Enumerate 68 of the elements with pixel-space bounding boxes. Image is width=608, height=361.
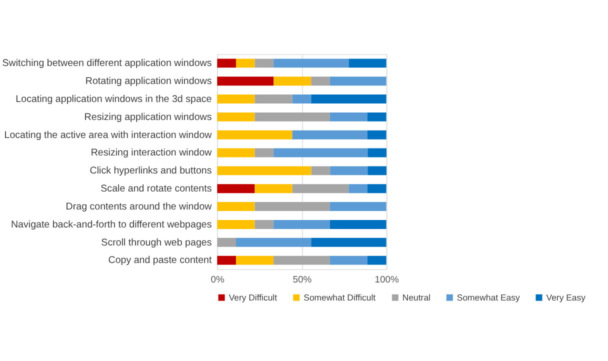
y-tick-label: Copy and paste content bbox=[108, 255, 212, 266]
bar bbox=[217, 148, 255, 158]
y-tick-label: Drag contents around the window bbox=[66, 201, 213, 212]
bar bbox=[274, 256, 330, 265]
bar bbox=[368, 148, 386, 158]
bar bbox=[236, 256, 274, 265]
bar bbox=[254, 184, 292, 194]
y-tick-label: Scale and rotate contents bbox=[100, 184, 212, 195]
bar bbox=[236, 58, 255, 68]
y-tick-label: Scroll through web pages bbox=[101, 237, 212, 248]
bar bbox=[348, 184, 368, 194]
bar bbox=[311, 94, 386, 104]
bar bbox=[217, 256, 236, 265]
bar bbox=[217, 202, 255, 212]
bar bbox=[330, 256, 368, 265]
bar bbox=[254, 94, 292, 104]
legend-label: Very Easy bbox=[546, 292, 586, 302]
y-tick-label: Navigate back-and-forth to different webpages bbox=[10, 219, 212, 230]
y-tick-label: Locating the active area with interaction window bbox=[4, 130, 213, 141]
bar bbox=[311, 76, 330, 86]
x-tick-label: 50% bbox=[292, 274, 312, 286]
bar bbox=[292, 184, 349, 194]
legend-label: Somewhat Easy bbox=[456, 292, 520, 302]
bar bbox=[254, 148, 274, 158]
bar bbox=[217, 184, 255, 194]
legend-label: Neutral bbox=[402, 292, 431, 302]
bar bbox=[217, 166, 312, 176]
bar bbox=[330, 76, 386, 86]
y-tick-label: Resizing application windows bbox=[84, 112, 212, 123]
legend-label: Very Difficult bbox=[228, 292, 278, 302]
y-tick-label: Locating application windows in the 3d space bbox=[16, 94, 212, 105]
bar bbox=[254, 112, 330, 122]
bar bbox=[292, 94, 312, 104]
bar bbox=[217, 58, 236, 68]
bar bbox=[217, 112, 255, 122]
bar bbox=[368, 166, 386, 176]
bar bbox=[367, 256, 386, 265]
bar bbox=[217, 94, 255, 104]
bar bbox=[311, 166, 330, 176]
y-tick-label: Switching between different application windows bbox=[2, 58, 212, 70]
bar bbox=[217, 238, 236, 247]
y-tick-label: Click hyperlinks and buttons bbox=[90, 166, 212, 177]
y-tick-label: Rotating application windows bbox=[85, 76, 212, 88]
bar bbox=[274, 76, 312, 86]
bar bbox=[254, 58, 274, 68]
legend-label: Somewhat Difficult bbox=[304, 292, 376, 302]
bar bbox=[330, 202, 386, 212]
bar bbox=[330, 220, 386, 229]
bar bbox=[367, 130, 386, 140]
y-tick-label: Resizing interaction window bbox=[90, 148, 213, 159]
bar bbox=[367, 184, 386, 194]
x-tick-label: 100% bbox=[374, 274, 400, 286]
bar bbox=[274, 148, 368, 158]
bar bbox=[292, 130, 368, 140]
x-tick-label: 0% bbox=[210, 274, 225, 286]
bar bbox=[330, 166, 368, 176]
bar bbox=[311, 238, 386, 247]
bar bbox=[367, 112, 386, 122]
bar bbox=[236, 238, 312, 247]
bar bbox=[254, 202, 330, 212]
bar bbox=[217, 220, 255, 229]
bar bbox=[330, 112, 368, 122]
bar bbox=[274, 58, 349, 68]
bar bbox=[348, 58, 386, 68]
bar bbox=[254, 220, 274, 229]
bar bbox=[217, 130, 292, 140]
bar bbox=[274, 220, 330, 229]
bar bbox=[217, 76, 274, 86]
